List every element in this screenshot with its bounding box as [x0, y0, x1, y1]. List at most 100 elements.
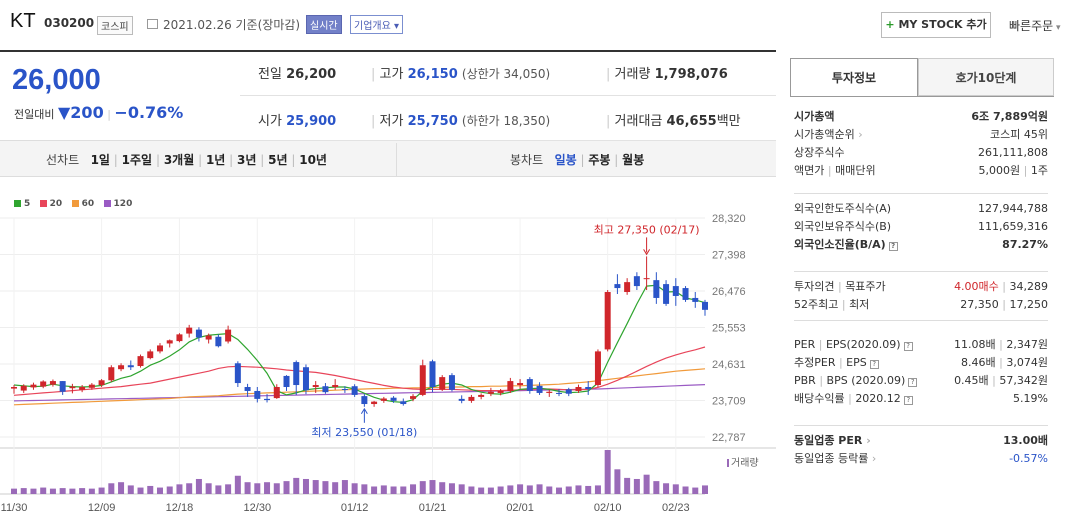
- volume-bar: [565, 486, 572, 494]
- legend-swatch-ma20: [39, 200, 47, 207]
- candle-body: [371, 401, 378, 405]
- info-value-2: 34,289: [1009, 280, 1049, 293]
- period-1y[interactable]: 1년: [205, 153, 226, 167]
- info-key-2: EPS(2020.09): [825, 338, 901, 351]
- volume-bar: [312, 480, 319, 494]
- volume-bar: [176, 484, 183, 494]
- info-divider: [794, 271, 1048, 272]
- volume-bar: [137, 487, 144, 494]
- period-5y[interactable]: 5년: [268, 153, 288, 167]
- info-key: 투자의견 | 목표주가: [794, 280, 886, 293]
- prev-close: 전일 26,200: [258, 63, 336, 82]
- info-row: 시가총액 6조 7,889억원: [794, 108, 1048, 125]
- volume-bar: [643, 474, 650, 494]
- volume-bar: [546, 486, 553, 494]
- period-1d[interactable]: 1일: [90, 153, 110, 167]
- candle-body: [526, 379, 533, 391]
- info-value-2: 3,074원: [1006, 356, 1048, 369]
- info-value: 13.00배: [1003, 432, 1048, 449]
- info-row[interactable]: 동일업종 PER › 13.00배: [794, 432, 1048, 449]
- help-icon[interactable]: ?: [908, 378, 918, 387]
- y-tick-label: 24,631: [712, 359, 746, 371]
- volume-bar: [108, 483, 115, 494]
- x-tick-label: 11/30: [1, 502, 28, 514]
- candle-body: [322, 386, 329, 393]
- info-key: 액면가 | 매매단위: [794, 164, 876, 177]
- info-value-1: -0.57%: [1009, 452, 1048, 465]
- candle-body: [633, 276, 640, 287]
- period-1w[interactable]: 1주일: [121, 153, 153, 167]
- info-value-1: 8.46배: [961, 356, 996, 369]
- candle-body: [332, 385, 339, 388]
- candle-monthly[interactable]: 월봉: [622, 153, 645, 167]
- volume-bar: [351, 483, 358, 494]
- info-row[interactable]: 동일업종 등락률 › -0.57%: [794, 450, 1048, 467]
- candle-body: [380, 398, 387, 401]
- info-row[interactable]: 시가총액순위 › 코스피 45위: [794, 126, 1048, 143]
- divider: |: [998, 298, 1010, 311]
- volume-bar: [69, 488, 76, 494]
- realtime-button[interactable]: 실시간: [306, 15, 342, 34]
- prev-label: 전일: [258, 67, 282, 82]
- info-key-2: 2020.12: [855, 392, 901, 405]
- info-row: 배당수익률 | 2020.12? 5.19%: [794, 390, 1048, 407]
- price-chart[interactable]: 28,320 27,398 26,476 25,553 24,631 23,709 22,7…: [0, 180, 776, 520]
- info-key: 시가총액: [794, 110, 835, 123]
- low-label: 저가: [379, 114, 404, 129]
- quick-order-button[interactable]: 빠른주문: [1009, 17, 1061, 34]
- candle-body: [225, 329, 232, 342]
- x-tick-label: 02/01: [506, 502, 534, 514]
- info-value-1: 6조 7,889억원: [971, 110, 1048, 123]
- divider: |: [998, 280, 1010, 293]
- info-row: 추정PER | EPS? 8.46배 | 3,074원: [794, 354, 1048, 371]
- help-icon[interactable]: ?: [903, 342, 913, 351]
- candle-body: [487, 391, 494, 394]
- info-value-1: 111,659,316: [978, 220, 1048, 233]
- high-annotation: 최고 27,350 (02/17): [594, 223, 700, 236]
- candle-chart-nav: 봉차트 일봉 | 주봉 | 월봉: [510, 153, 645, 167]
- change-percent: −0.76%: [114, 103, 184, 122]
- volume-bar: [468, 486, 475, 494]
- candle-body: [614, 284, 621, 289]
- calendar-icon: [147, 19, 158, 29]
- candle-daily[interactable]: 일봉: [554, 153, 577, 167]
- plus-icon: +: [885, 18, 895, 31]
- x-tick-label: 01/12: [341, 502, 369, 514]
- candle-body: [517, 383, 524, 386]
- volume: | 거래량 1,798,076: [606, 63, 728, 82]
- tab-underline: [790, 96, 1054, 97]
- info-value-1: 4.00매수: [954, 280, 999, 293]
- ma60-line: [13, 368, 706, 406]
- candle-body: [283, 375, 290, 388]
- tab-order-book[interactable]: 호가10단계: [918, 58, 1054, 96]
- candle-body: [264, 398, 271, 401]
- legend-ma120: 120: [113, 199, 133, 209]
- help-icon[interactable]: ?: [903, 396, 913, 405]
- chart-type-nav: [0, 141, 776, 177]
- help-icon[interactable]: ?: [888, 242, 898, 251]
- volume-bar: [283, 481, 290, 494]
- tab-investment-info[interactable]: 투자정보: [790, 58, 918, 96]
- my-stock-add-button[interactable]: + MY STOCK 추가: [881, 12, 991, 38]
- open-price: 시가 25,900: [258, 110, 336, 129]
- period-3m[interactable]: 3개월: [163, 153, 195, 167]
- info-value: 5.19%: [1013, 390, 1048, 407]
- quote-panel: [0, 50, 776, 520]
- legend-swatch-ma60: [71, 200, 79, 207]
- info-key-2: 매매단위: [835, 164, 876, 177]
- volume-bar: [429, 480, 436, 494]
- my-stock-label: MY STOCK 추가: [898, 18, 987, 31]
- divider: |: [1020, 164, 1031, 177]
- help-icon[interactable]: ?: [869, 360, 879, 369]
- candle-weekly[interactable]: 주봉: [588, 153, 611, 167]
- company-info-dropdown[interactable]: 기업개요 ▾: [350, 15, 404, 34]
- info-row: 외국인한도주식수(A) 127,944,788: [794, 200, 1048, 217]
- legend-swatch-ma120: [103, 200, 111, 207]
- info-key: 외국인보유주식수(B): [794, 220, 892, 233]
- price-box: [0, 52, 240, 141]
- volume-bar: [663, 483, 670, 494]
- period-10y[interactable]: 10년: [299, 153, 327, 167]
- divider: |: [834, 280, 846, 293]
- company-info-label: 기업개요: [354, 21, 391, 32]
- period-3y[interactable]: 3년: [237, 153, 257, 167]
